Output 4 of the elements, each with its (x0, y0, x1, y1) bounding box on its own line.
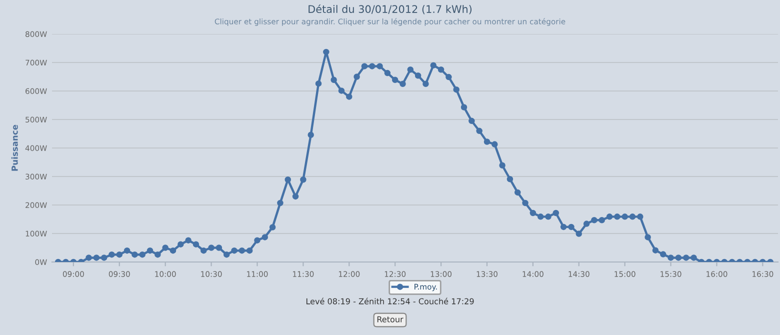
text: Levé 08:19 - Zénith 12:54 - Couché 17:29 (306, 298, 474, 304)
chart-title: Détail du 30/01/2012 (1.7 kWh) (308, 4, 472, 14)
text: Retour (377, 316, 404, 322)
y-axis-title: Puissance (11, 124, 18, 171)
